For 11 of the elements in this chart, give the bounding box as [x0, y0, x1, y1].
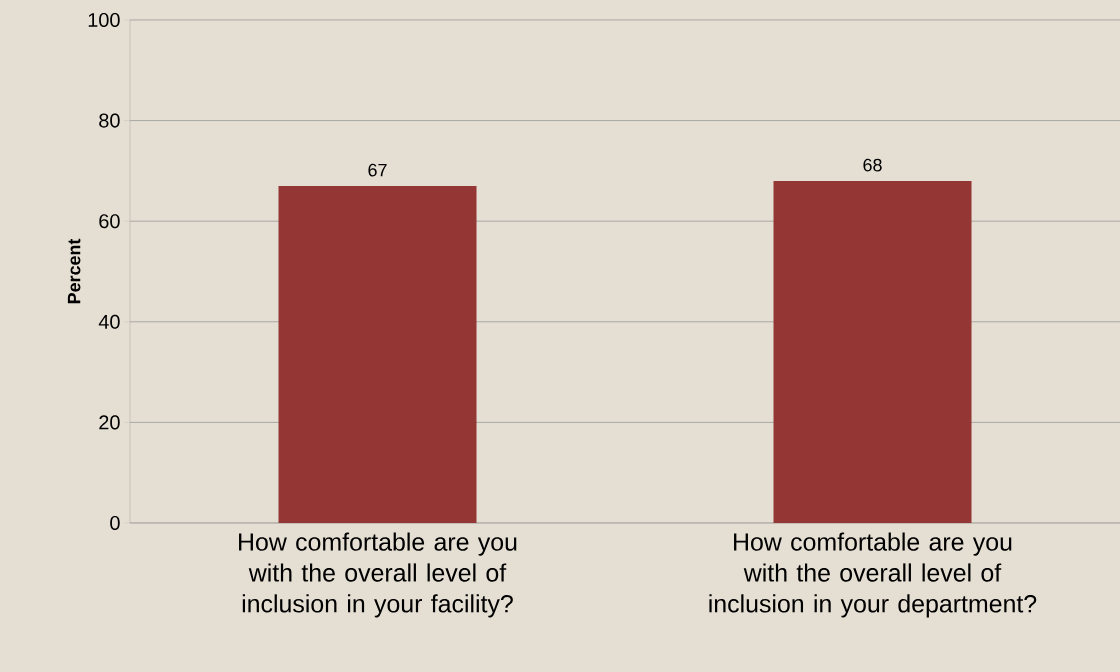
x-tick-label: How comfortable are you with the overall level of inclusion in your facility? — [239, 532, 517, 618]
y-tick-label: 100 — [88, 12, 120, 28]
y-tick-label: 60 — [99, 214, 120, 229]
y-tick-label: 80 — [99, 113, 120, 128]
y-tick-label: 40 — [98, 314, 120, 329]
data-label: 68 — [863, 158, 882, 172]
y-axis-title: Percent — [67, 238, 81, 304]
y-tick-label: 0 — [110, 515, 120, 531]
x-tick-label: How comfortable are you with the overall level of inclusion in your department? — [709, 532, 1037, 618]
y-tick-label: 20 — [99, 415, 120, 430]
data-label: 67 — [368, 163, 387, 177]
